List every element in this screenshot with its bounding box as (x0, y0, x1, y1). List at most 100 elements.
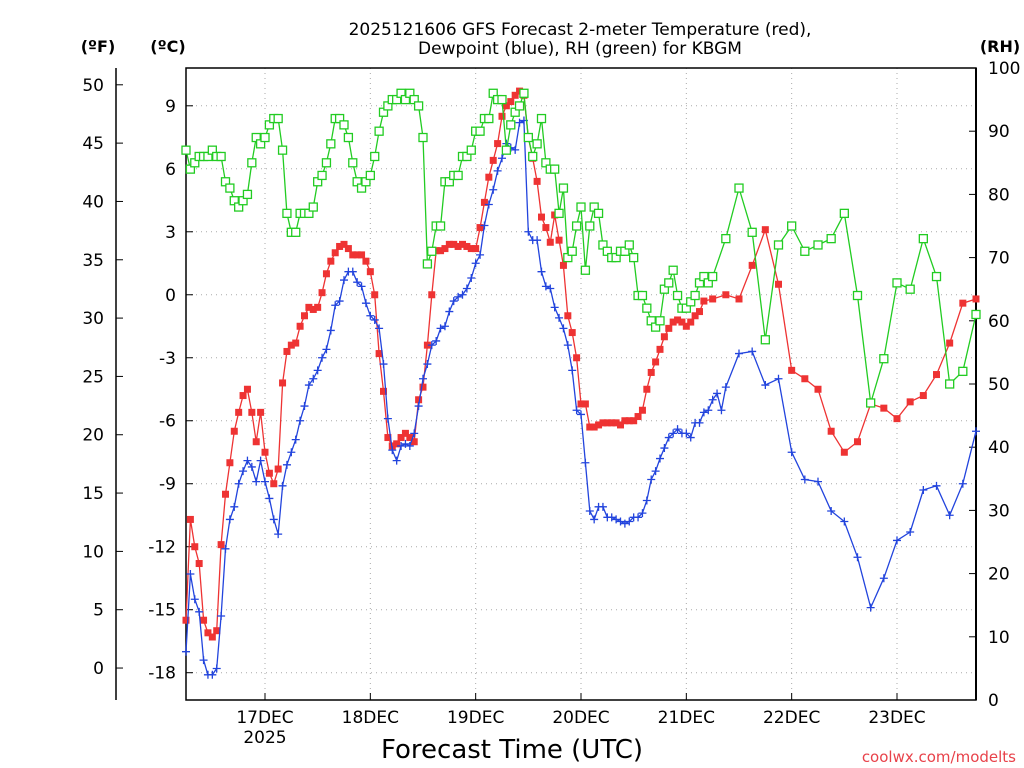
rh-point (624, 240, 634, 250)
dewpoint-point (300, 402, 309, 411)
dewpoint-point (313, 366, 322, 375)
temperature-point (568, 329, 576, 337)
rh-point (800, 246, 810, 256)
temperature-point (595, 421, 603, 429)
fahrenheit-tick-label: 35 (82, 251, 104, 271)
rh-point (321, 158, 332, 168)
rh-point (422, 259, 433, 269)
temperature-point (336, 242, 344, 250)
fahrenheit-tick-label: 0 (93, 659, 104, 679)
dewpoint-point (357, 282, 366, 291)
rh-point (839, 208, 849, 219)
dewpoint-point (787, 448, 796, 457)
dewpoint-point (634, 513, 643, 522)
rh-point (282, 208, 292, 219)
dewpoint-point (410, 429, 419, 438)
celsius-unit-label: (ºC) (150, 37, 185, 56)
dewpoint-point (414, 402, 423, 411)
rh-point (475, 126, 485, 136)
temperature-point (301, 312, 308, 320)
rh-point (747, 227, 757, 237)
fahrenheit-unit-label: (ºF) (81, 37, 116, 56)
rh-point (365, 170, 375, 181)
celsius-tick-label: -18 (148, 664, 176, 684)
dewpoint-point (471, 259, 480, 268)
rh-tick-label: 60 (988, 312, 1010, 332)
grid-lines (186, 68, 976, 700)
dewpoint-point (893, 536, 901, 545)
rh-point (418, 132, 428, 143)
temperature-point (709, 295, 717, 303)
dewpoint-point (476, 250, 485, 259)
temperature-point (919, 392, 927, 400)
temperature-point (827, 427, 835, 435)
rh-point (826, 233, 836, 244)
dewpoint-point (972, 427, 980, 436)
temperature-point (634, 413, 642, 421)
dewpoint-point (243, 456, 252, 465)
dewpoint-point (572, 406, 581, 415)
chart-title: 2025121606 GFS Forecast 2-meter Temperat… (349, 20, 812, 40)
x-axis-label: Forecast Time (UTC) (381, 735, 643, 765)
dewpoint-point (370, 315, 379, 324)
dewpoint-point (309, 374, 318, 383)
rh-point (519, 88, 529, 98)
temperature-point (287, 341, 295, 349)
dewpoint-point (704, 406, 713, 415)
dewpoint-point (419, 374, 427, 383)
dewpoint-point (423, 360, 432, 369)
temperature-point (349, 251, 357, 259)
dewpoint-point (699, 408, 708, 417)
dewpoint-point (326, 326, 335, 335)
celsius-tick-label: -6 (159, 412, 176, 432)
temperature-point (674, 316, 682, 324)
rh-point (497, 94, 507, 105)
dewpoint-point (748, 347, 757, 356)
rh-tick-label: 10 (988, 628, 1010, 648)
rh-point (532, 139, 542, 149)
dewpoint-point (533, 236, 542, 245)
rh-point (866, 398, 876, 408)
temperature-point (814, 385, 822, 393)
temperature-point (748, 261, 756, 269)
temperature-point (384, 434, 392, 442)
temperature-point (371, 291, 379, 299)
x-tick-label: 21DEC (658, 708, 715, 728)
temperature-point (603, 419, 611, 427)
dewpoint-point (515, 118, 524, 127)
dewpoint-point (735, 349, 743, 358)
dewpoint-point (555, 313, 564, 322)
rh-point (813, 240, 823, 250)
temperature-point (511, 91, 519, 99)
series-rh (181, 88, 981, 408)
dewpoint-point (682, 429, 691, 438)
dewpoint-point (958, 479, 967, 488)
temperature-point (213, 627, 221, 635)
rh-point (879, 354, 889, 364)
temperature-point (208, 633, 216, 641)
dewpoint-point (879, 574, 888, 583)
temperature-point (656, 345, 664, 353)
temperature-point (353, 251, 361, 259)
temperature-point (358, 251, 366, 259)
temperature-point (700, 297, 708, 305)
temperature-point (573, 354, 581, 362)
rh-point (370, 151, 380, 162)
rh-point (787, 221, 797, 231)
temperature-point (775, 280, 782, 288)
temperature-point (419, 383, 427, 391)
temperature-point (217, 541, 225, 549)
dewpoint-point (664, 433, 673, 442)
dewpoint-point (445, 307, 454, 316)
dewpoint-point (607, 513, 616, 522)
dewpoint-point (282, 460, 291, 469)
temperature-point (625, 417, 633, 425)
dewpoint-point (590, 515, 599, 524)
fahrenheit-tick-label: 20 (82, 426, 104, 446)
temperature-point (612, 419, 620, 427)
fahrenheit-tick-label: 50 (82, 76, 104, 96)
dewpoint-point (489, 185, 498, 194)
temperature-point (893, 415, 901, 423)
temperature-point (691, 312, 699, 320)
